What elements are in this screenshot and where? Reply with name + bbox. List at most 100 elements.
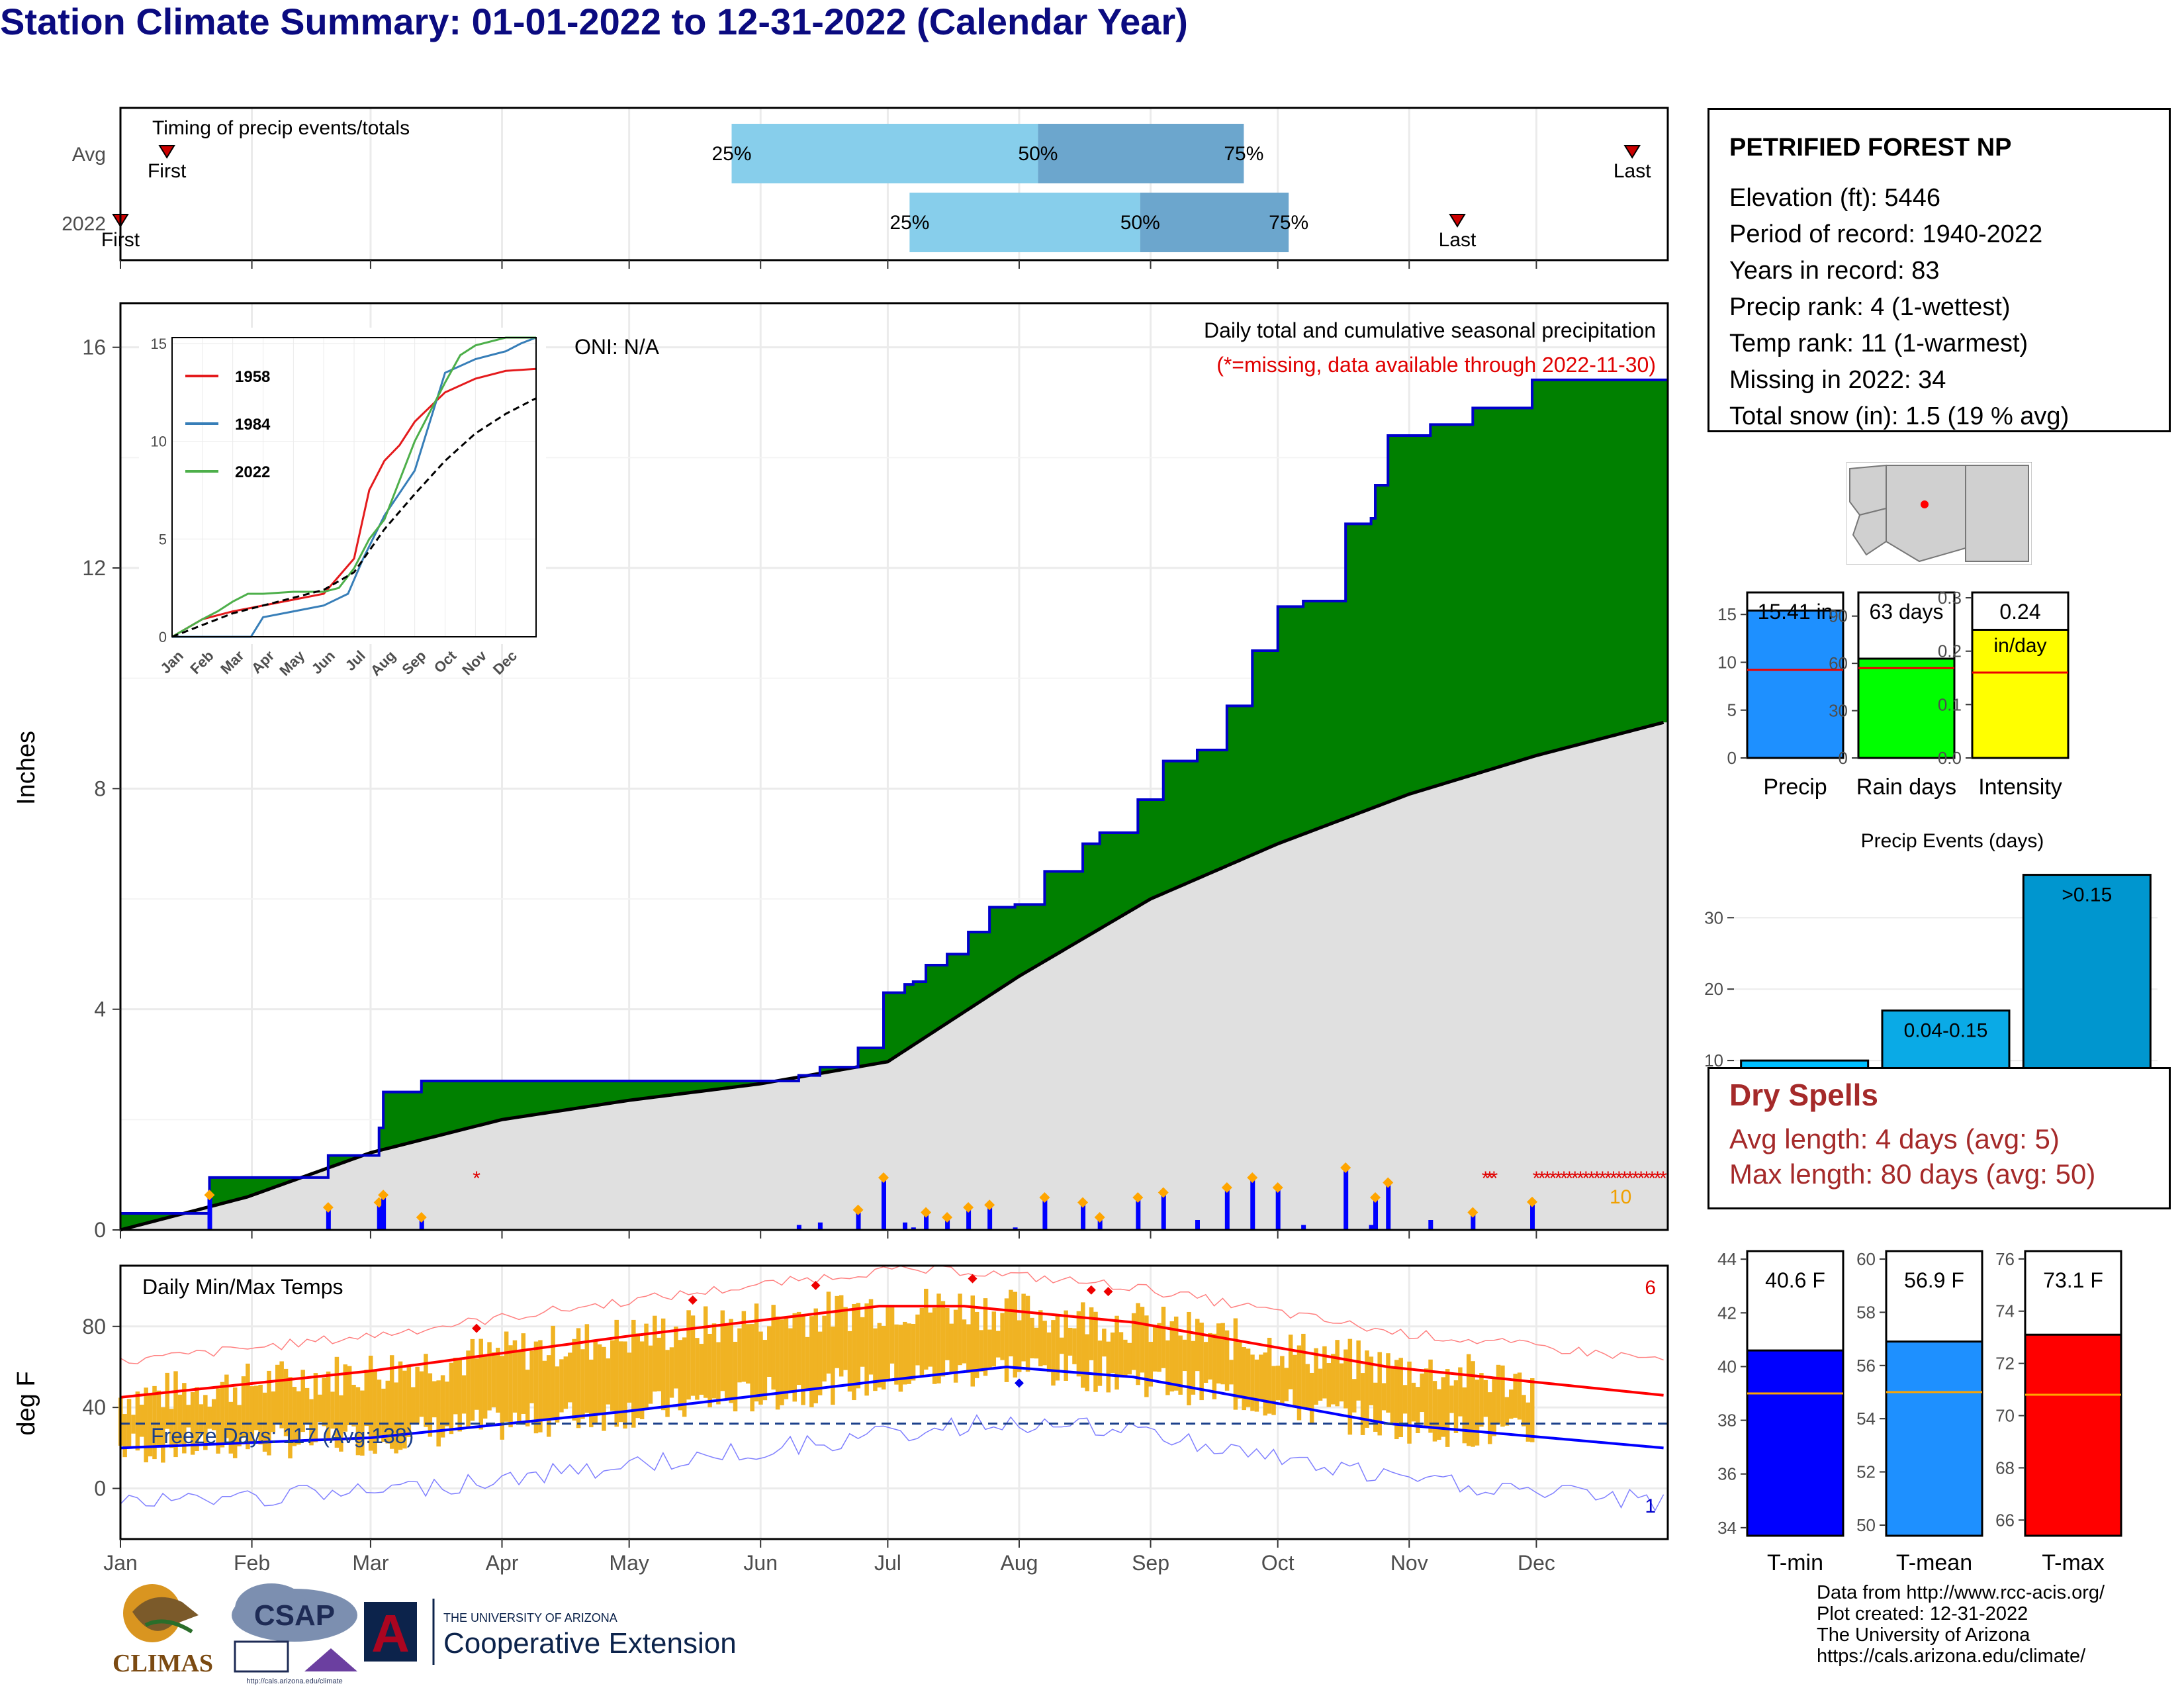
daily-precip-bar [987, 1207, 993, 1230]
daily-temp-bar [377, 1380, 382, 1438]
precip-y-tick-label: 4 [94, 998, 106, 1021]
daily-temp-bar [1254, 1359, 1259, 1412]
summary-tick-label: 0 [1727, 748, 1737, 768]
daily-temp-bar [974, 1311, 979, 1378]
tmin-bar [1746, 1349, 1844, 1537]
daily-temp-bar [1314, 1348, 1318, 1405]
daily-temp-bar [962, 1319, 967, 1364]
daily-temp-bar [1246, 1348, 1251, 1407]
daily-temp-bar [195, 1387, 199, 1452]
daily-temp-bar [517, 1350, 522, 1425]
summary-tick-label: 15 [1717, 604, 1737, 624]
daily-precip-bar [207, 1197, 212, 1230]
daily-temp-bar [750, 1324, 754, 1412]
missing-marker: * [1576, 1168, 1584, 1190]
daily-temp-bar [1093, 1311, 1098, 1392]
daily-temp-bar [1173, 1316, 1179, 1391]
missing-marker: * [1615, 1168, 1623, 1190]
temp-y-tick-label: 0 [94, 1477, 106, 1501]
daily-temp-bar [1275, 1366, 1281, 1401]
daily-temp-bar [589, 1359, 594, 1428]
daily-temp-bar [318, 1394, 322, 1423]
daily-temp-bar [746, 1324, 751, 1384]
daily-temp-bar [860, 1317, 865, 1367]
precip-y-tick-label: 12 [82, 556, 106, 580]
x-tick-label: Jan [103, 1551, 138, 1575]
daily-temp-bar [881, 1326, 886, 1390]
daily-temp-bar [1390, 1368, 1395, 1423]
dry-spells-title: Dry Spells [1729, 1078, 1878, 1112]
daily-temp-bar [1496, 1364, 1501, 1424]
heavy-event-marker [1527, 1196, 1538, 1207]
last-label: Last [1439, 229, 1477, 251]
daily-temp-bar [373, 1370, 377, 1454]
daily-temp-bar [487, 1342, 492, 1411]
x-tick-label: Feb [234, 1551, 270, 1575]
daily-temp-bar [1152, 1325, 1158, 1372]
precip-y-tick-label: 0 [94, 1218, 106, 1242]
csap-text: CSAP [254, 1599, 335, 1632]
daily-temp-bar [720, 1310, 725, 1391]
station-location-dot [1921, 500, 1929, 508]
daily-temp-bar [271, 1391, 276, 1432]
daily-temp-bar [1013, 1291, 1018, 1378]
daily-temp-bar [326, 1371, 331, 1441]
temp-summary-tick-label: 34 [1717, 1518, 1737, 1538]
daily-temp-bar [538, 1340, 543, 1432]
daily-temp-bar [406, 1366, 412, 1437]
daily-temp-bar [1195, 1319, 1200, 1372]
timing-bar-q50-q75 [1038, 124, 1244, 183]
x-tick-label: Jun [743, 1551, 778, 1575]
temp-summary-tick-label: 52 [1856, 1462, 1876, 1482]
events-tick-label: 20 [1704, 979, 1723, 999]
daily-temp-bar [903, 1321, 907, 1385]
daily-temp-bar [584, 1324, 590, 1413]
daily-temp-bar [606, 1358, 611, 1405]
daily-temp-bar [449, 1362, 454, 1434]
daily-temp-bar [618, 1341, 623, 1423]
daily-temp-bar [496, 1347, 500, 1413]
daily-temp-bar [1318, 1368, 1323, 1401]
daily-temp-bar [1297, 1345, 1302, 1421]
timing-q50-label: 50% [1120, 212, 1160, 234]
events-bar-label: 0.04-0.15 [1904, 1020, 1988, 1042]
daily-temp-bar [1343, 1349, 1348, 1409]
daily-temp-bar [771, 1305, 776, 1390]
daily-temp-bar [500, 1356, 504, 1440]
daily-temp-bar [156, 1390, 161, 1447]
daily-temp-bar [1428, 1359, 1433, 1433]
daily-temp-bar [572, 1338, 576, 1421]
daily-temp-bar [186, 1405, 191, 1428]
precip-corner-count: 10 [1610, 1186, 1631, 1208]
missing-marker: * [1643, 1168, 1651, 1190]
daily-temp-bar [216, 1388, 220, 1454]
inset-y-tick-label: 10 [151, 434, 167, 450]
temp-corner-bottom: 1 [1645, 1495, 1656, 1517]
daily-temp-bar [457, 1357, 462, 1432]
record-high-marker [1086, 1285, 1096, 1295]
precip-header: Daily total and cumulative seasonal prec… [1204, 318, 1656, 342]
daily-temp-bar [351, 1384, 356, 1427]
daily-temp-bar [1250, 1354, 1255, 1411]
first-label: First [148, 160, 187, 182]
daily-temp-bar [364, 1370, 369, 1427]
daily-temp-bar [889, 1305, 895, 1364]
missing-marker: * [1560, 1168, 1568, 1190]
daily-temp-bar [707, 1333, 712, 1408]
daily-temp-bar [724, 1323, 729, 1399]
page-title: Station Climate Summary: 01-01-2022 to 1… [0, 1, 1188, 42]
missing-marker: * [1648, 1168, 1656, 1190]
summary-tick-label: 10 [1717, 652, 1737, 672]
daily-temp-bar [169, 1409, 174, 1448]
daily-temp-bar [140, 1404, 144, 1437]
daily-temp-bar [1271, 1366, 1276, 1415]
daily-temp-bar [182, 1383, 187, 1454]
daily-temp-bar [279, 1361, 284, 1429]
daily-temp-bar [1330, 1354, 1336, 1405]
x-tick-label: Mar [352, 1551, 388, 1575]
daily-temp-bar [262, 1392, 267, 1452]
daily-temp-bar [1220, 1323, 1225, 1385]
missing-marker: * [1604, 1168, 1612, 1190]
missing-marker: * [1637, 1168, 1645, 1190]
